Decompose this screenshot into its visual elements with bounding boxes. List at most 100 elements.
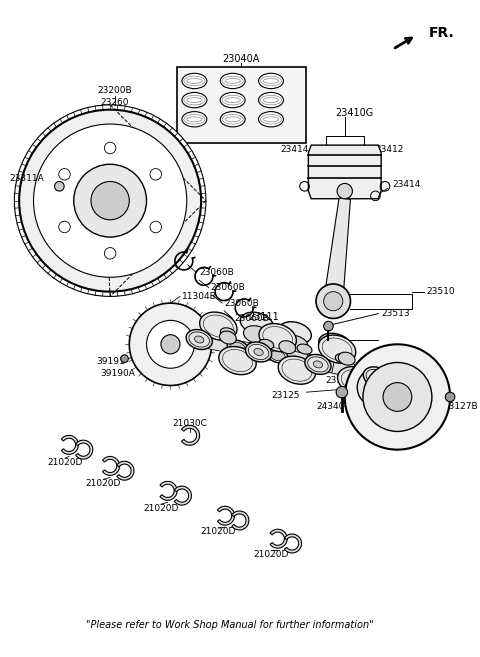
Circle shape <box>55 181 64 191</box>
Polygon shape <box>252 344 284 363</box>
Polygon shape <box>61 436 78 454</box>
Ellipse shape <box>278 356 315 384</box>
Polygon shape <box>204 335 231 353</box>
Ellipse shape <box>202 319 235 341</box>
Ellipse shape <box>230 342 245 352</box>
Ellipse shape <box>243 326 270 344</box>
Polygon shape <box>181 425 200 445</box>
Circle shape <box>345 344 450 449</box>
Ellipse shape <box>279 341 296 353</box>
Ellipse shape <box>366 369 386 384</box>
Circle shape <box>104 248 116 259</box>
Circle shape <box>14 105 206 296</box>
Text: 23311A: 23311A <box>10 174 44 183</box>
Circle shape <box>445 392 455 402</box>
Polygon shape <box>185 331 207 348</box>
Circle shape <box>161 334 180 354</box>
Ellipse shape <box>189 332 209 347</box>
Polygon shape <box>174 486 192 505</box>
Ellipse shape <box>319 333 351 355</box>
Circle shape <box>74 164 146 237</box>
Text: 23060B: 23060B <box>199 268 234 277</box>
Circle shape <box>34 124 187 277</box>
Text: 23124B: 23124B <box>390 367 424 376</box>
Ellipse shape <box>182 112 207 127</box>
Text: 23060B: 23060B <box>211 283 245 292</box>
Ellipse shape <box>259 323 296 351</box>
Ellipse shape <box>349 370 364 380</box>
Ellipse shape <box>267 349 288 363</box>
Text: FR.: FR. <box>429 26 455 40</box>
Text: 23414: 23414 <box>393 180 421 189</box>
Text: 23410G: 23410G <box>335 108 373 118</box>
Polygon shape <box>229 340 255 357</box>
Circle shape <box>129 303 212 386</box>
Text: 21020D: 21020D <box>48 457 83 466</box>
Polygon shape <box>217 507 235 525</box>
Text: 21020D: 21020D <box>253 549 288 558</box>
Text: 39190A: 39190A <box>100 369 135 378</box>
Circle shape <box>19 110 201 292</box>
Ellipse shape <box>346 368 367 382</box>
Ellipse shape <box>205 332 231 350</box>
Text: 23510: 23510 <box>426 287 455 296</box>
Circle shape <box>363 363 432 432</box>
Circle shape <box>324 292 343 311</box>
Text: 23412: 23412 <box>375 145 404 154</box>
Text: 23414: 23414 <box>280 145 308 154</box>
Ellipse shape <box>220 112 245 127</box>
Ellipse shape <box>245 342 272 362</box>
Polygon shape <box>160 482 177 500</box>
Polygon shape <box>76 440 93 459</box>
Ellipse shape <box>219 346 256 374</box>
Text: 23200B: 23200B <box>97 86 132 95</box>
Text: 23127B: 23127B <box>444 402 478 411</box>
Polygon shape <box>270 530 287 548</box>
Text: 23060B: 23060B <box>235 314 269 323</box>
Text: 11304B: 11304B <box>182 292 216 301</box>
Circle shape <box>59 221 70 233</box>
Text: 23120: 23120 <box>326 376 354 385</box>
Ellipse shape <box>308 358 328 373</box>
Text: "Please refer to Work Shop Manual for further information": "Please refer to Work Shop Manual for fu… <box>86 620 373 630</box>
Ellipse shape <box>322 347 348 365</box>
Ellipse shape <box>372 373 381 380</box>
Ellipse shape <box>337 367 375 395</box>
Polygon shape <box>187 333 388 380</box>
Ellipse shape <box>282 335 308 353</box>
Circle shape <box>365 376 388 399</box>
Circle shape <box>324 321 333 331</box>
Ellipse shape <box>338 352 355 365</box>
Ellipse shape <box>219 331 236 344</box>
Text: 21020D: 21020D <box>143 503 179 512</box>
Circle shape <box>150 221 161 233</box>
Ellipse shape <box>311 360 325 371</box>
Ellipse shape <box>318 335 356 363</box>
Ellipse shape <box>182 74 207 89</box>
Polygon shape <box>332 360 360 378</box>
Polygon shape <box>102 457 120 476</box>
Circle shape <box>120 355 128 363</box>
Polygon shape <box>324 198 350 302</box>
Ellipse shape <box>191 332 211 346</box>
Circle shape <box>336 386 348 398</box>
Circle shape <box>337 183 352 198</box>
Text: 23513: 23513 <box>381 309 410 318</box>
Polygon shape <box>285 534 301 553</box>
Ellipse shape <box>182 93 207 108</box>
Ellipse shape <box>220 74 245 89</box>
Text: 21020D: 21020D <box>86 479 121 487</box>
Text: 21020D: 21020D <box>201 528 236 537</box>
Circle shape <box>146 321 194 368</box>
Circle shape <box>357 368 396 407</box>
Ellipse shape <box>220 328 235 338</box>
Polygon shape <box>358 365 384 384</box>
Text: 39191: 39191 <box>96 357 125 366</box>
Ellipse shape <box>220 93 245 108</box>
Polygon shape <box>281 350 308 367</box>
Ellipse shape <box>186 330 212 350</box>
Ellipse shape <box>308 357 328 372</box>
Ellipse shape <box>363 367 389 387</box>
Polygon shape <box>308 145 381 198</box>
Circle shape <box>104 142 116 154</box>
